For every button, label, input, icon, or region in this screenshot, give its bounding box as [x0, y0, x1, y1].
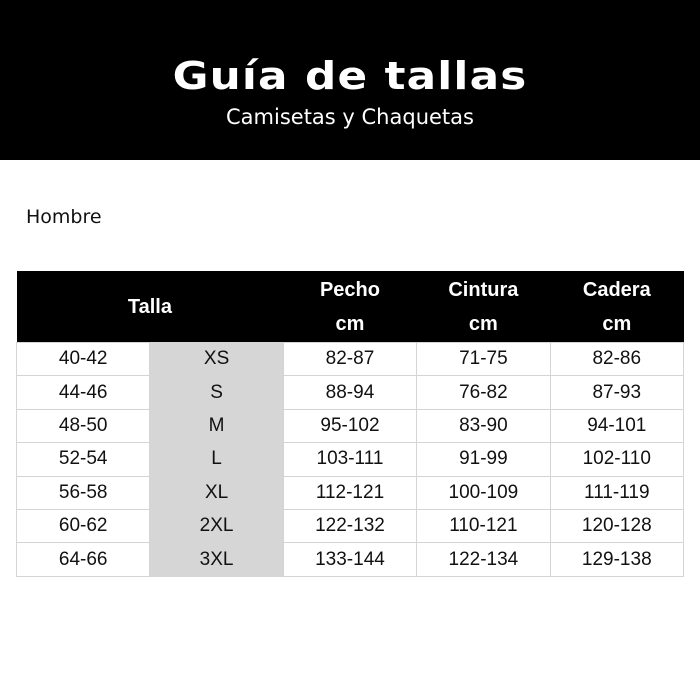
- header-label: Pecho: [319, 278, 380, 301]
- size-table: Talla Pecho cm Cintura cm Cadera cm 40-42 XS…: [15, 271, 685, 577]
- cell-cintura: 91-99: [416, 442, 551, 477]
- cell-letter-size: 3XL: [149, 542, 284, 577]
- header-label: Cintura: [448, 278, 519, 301]
- header-cadera: Cadera cm: [550, 271, 684, 343]
- cell-cintura: 122-134: [416, 542, 551, 577]
- cell-cintura: 71-75: [416, 341, 551, 377]
- section-label: Hombre: [26, 206, 102, 228]
- header-talla: Talla: [16, 271, 284, 343]
- table-row: 56-58 XL 112-121 100-109 111-119: [15, 475, 685, 510]
- cell-cintura: 110-121: [416, 508, 551, 544]
- cell-cadera: 120-128: [549, 508, 685, 544]
- header-banner: Guía de tallas Camisetas y Chaquetas: [0, 0, 700, 160]
- cell-cadera: 129-138: [549, 542, 685, 577]
- cell-pecho: 133-144: [282, 542, 418, 577]
- header-cintura: Cintura cm: [416, 271, 551, 343]
- cell-letter-size: M: [149, 408, 284, 444]
- table-row: 52-54 L 103-111 91-99 102-110: [15, 442, 685, 477]
- cell-pecho: 122-132: [282, 508, 418, 544]
- cell-cintura: 76-82: [416, 375, 551, 410]
- cell-letter-size: XS: [149, 341, 284, 377]
- cell-pecho: 95-102: [282, 408, 418, 444]
- table-row: 60-62 2XL 122-132 110-121 120-128: [15, 508, 685, 544]
- cell-cadera: 94-101: [549, 408, 685, 444]
- cell-pecho: 112-121: [282, 475, 418, 510]
- cell-cadera: 87-93: [549, 375, 685, 410]
- cell-cadera: 82-86: [549, 341, 685, 377]
- table-row: 44-46 S 88-94 76-82 87-93: [15, 375, 685, 410]
- header-pecho: Pecho cm: [283, 271, 417, 343]
- cell-cintura: 100-109: [416, 475, 551, 510]
- table-header-row: Talla Pecho cm Cintura cm Cadera cm: [16, 271, 684, 343]
- cell-pecho: 88-94: [282, 375, 418, 410]
- cell-eu-size: 60-62: [15, 508, 151, 544]
- header-unit: cm: [335, 312, 365, 335]
- cell-eu-size: 40-42: [15, 341, 151, 377]
- cell-cintura: 83-90: [416, 408, 551, 444]
- page-title: Guía de tallas: [172, 54, 528, 98]
- cell-letter-size: 2XL: [149, 508, 284, 544]
- table-row: 48-50 M 95-102 83-90 94-101: [15, 408, 685, 444]
- header-unit: cm: [602, 312, 632, 335]
- cell-pecho: 82-87: [282, 341, 418, 377]
- cell-letter-size: XL: [149, 475, 284, 510]
- cell-eu-size: 56-58: [15, 475, 151, 510]
- cell-letter-size: L: [149, 442, 284, 477]
- cell-eu-size: 52-54: [15, 442, 151, 477]
- cell-eu-size: 64-66: [15, 542, 151, 577]
- page-subtitle: Camisetas y Chaquetas: [226, 105, 474, 129]
- table-row: 40-42 XS 82-87 71-75 82-86: [15, 341, 685, 377]
- table-row: 64-66 3XL 133-144 122-134 129-138: [15, 542, 685, 577]
- cell-cadera: 102-110: [549, 442, 685, 477]
- cell-eu-size: 44-46: [15, 375, 151, 410]
- cell-letter-size: S: [149, 375, 284, 410]
- cell-eu-size: 48-50: [15, 408, 151, 444]
- cell-pecho: 103-111: [282, 442, 418, 477]
- cell-cadera: 111-119: [549, 475, 685, 510]
- header-unit: cm: [468, 312, 498, 335]
- header-label: Cadera: [582, 278, 651, 301]
